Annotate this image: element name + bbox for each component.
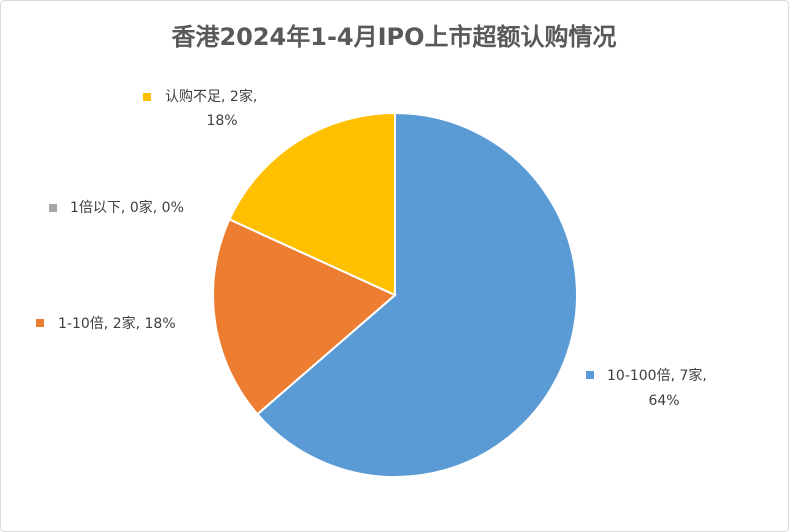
label-separator: , bbox=[253, 89, 257, 105]
label-percent: 18% bbox=[145, 316, 176, 332]
label-percent: 0% bbox=[162, 200, 184, 216]
data-label: 认购不足, 2家, bbox=[165, 88, 257, 105]
data-label-percent: 18% bbox=[206, 113, 237, 129]
label-separator: , bbox=[121, 200, 130, 216]
pie-slice bbox=[256, 111, 578, 478]
data-label: 1-10倍, 2家, 18% bbox=[58, 315, 176, 332]
label-category: 1-10倍 bbox=[58, 316, 104, 332]
label-category: 10-100倍 bbox=[607, 368, 671, 384]
label-separator: , bbox=[104, 316, 113, 332]
data-label-percent: 64% bbox=[648, 393, 679, 409]
label-separator: , bbox=[702, 368, 706, 384]
label-separator: , bbox=[153, 200, 162, 216]
chart-title: 香港2024年1-4月IPO上市超额认购情况 bbox=[171, 23, 616, 51]
label-separator: , bbox=[671, 368, 680, 384]
legend-marker bbox=[143, 93, 151, 101]
data-label: 10-100倍, 7家, bbox=[607, 367, 707, 384]
label-category: 1倍以下 bbox=[70, 200, 121, 216]
label-value: 0家 bbox=[130, 199, 153, 216]
legend-marker bbox=[49, 204, 57, 212]
label-value: 2家 bbox=[230, 88, 253, 105]
label-value: 2家 bbox=[113, 315, 136, 332]
pie-slice bbox=[228, 111, 396, 297]
label-value: 7家 bbox=[680, 367, 703, 384]
label-separator: , bbox=[136, 316, 145, 332]
label-separator: , bbox=[221, 89, 230, 105]
data-label: 1倍以下, 0家, 0% bbox=[70, 199, 184, 216]
label-category: 认购不足 bbox=[165, 89, 221, 105]
legend-marker bbox=[586, 371, 594, 379]
legend-marker bbox=[36, 319, 44, 327]
pie-slice bbox=[212, 218, 397, 416]
